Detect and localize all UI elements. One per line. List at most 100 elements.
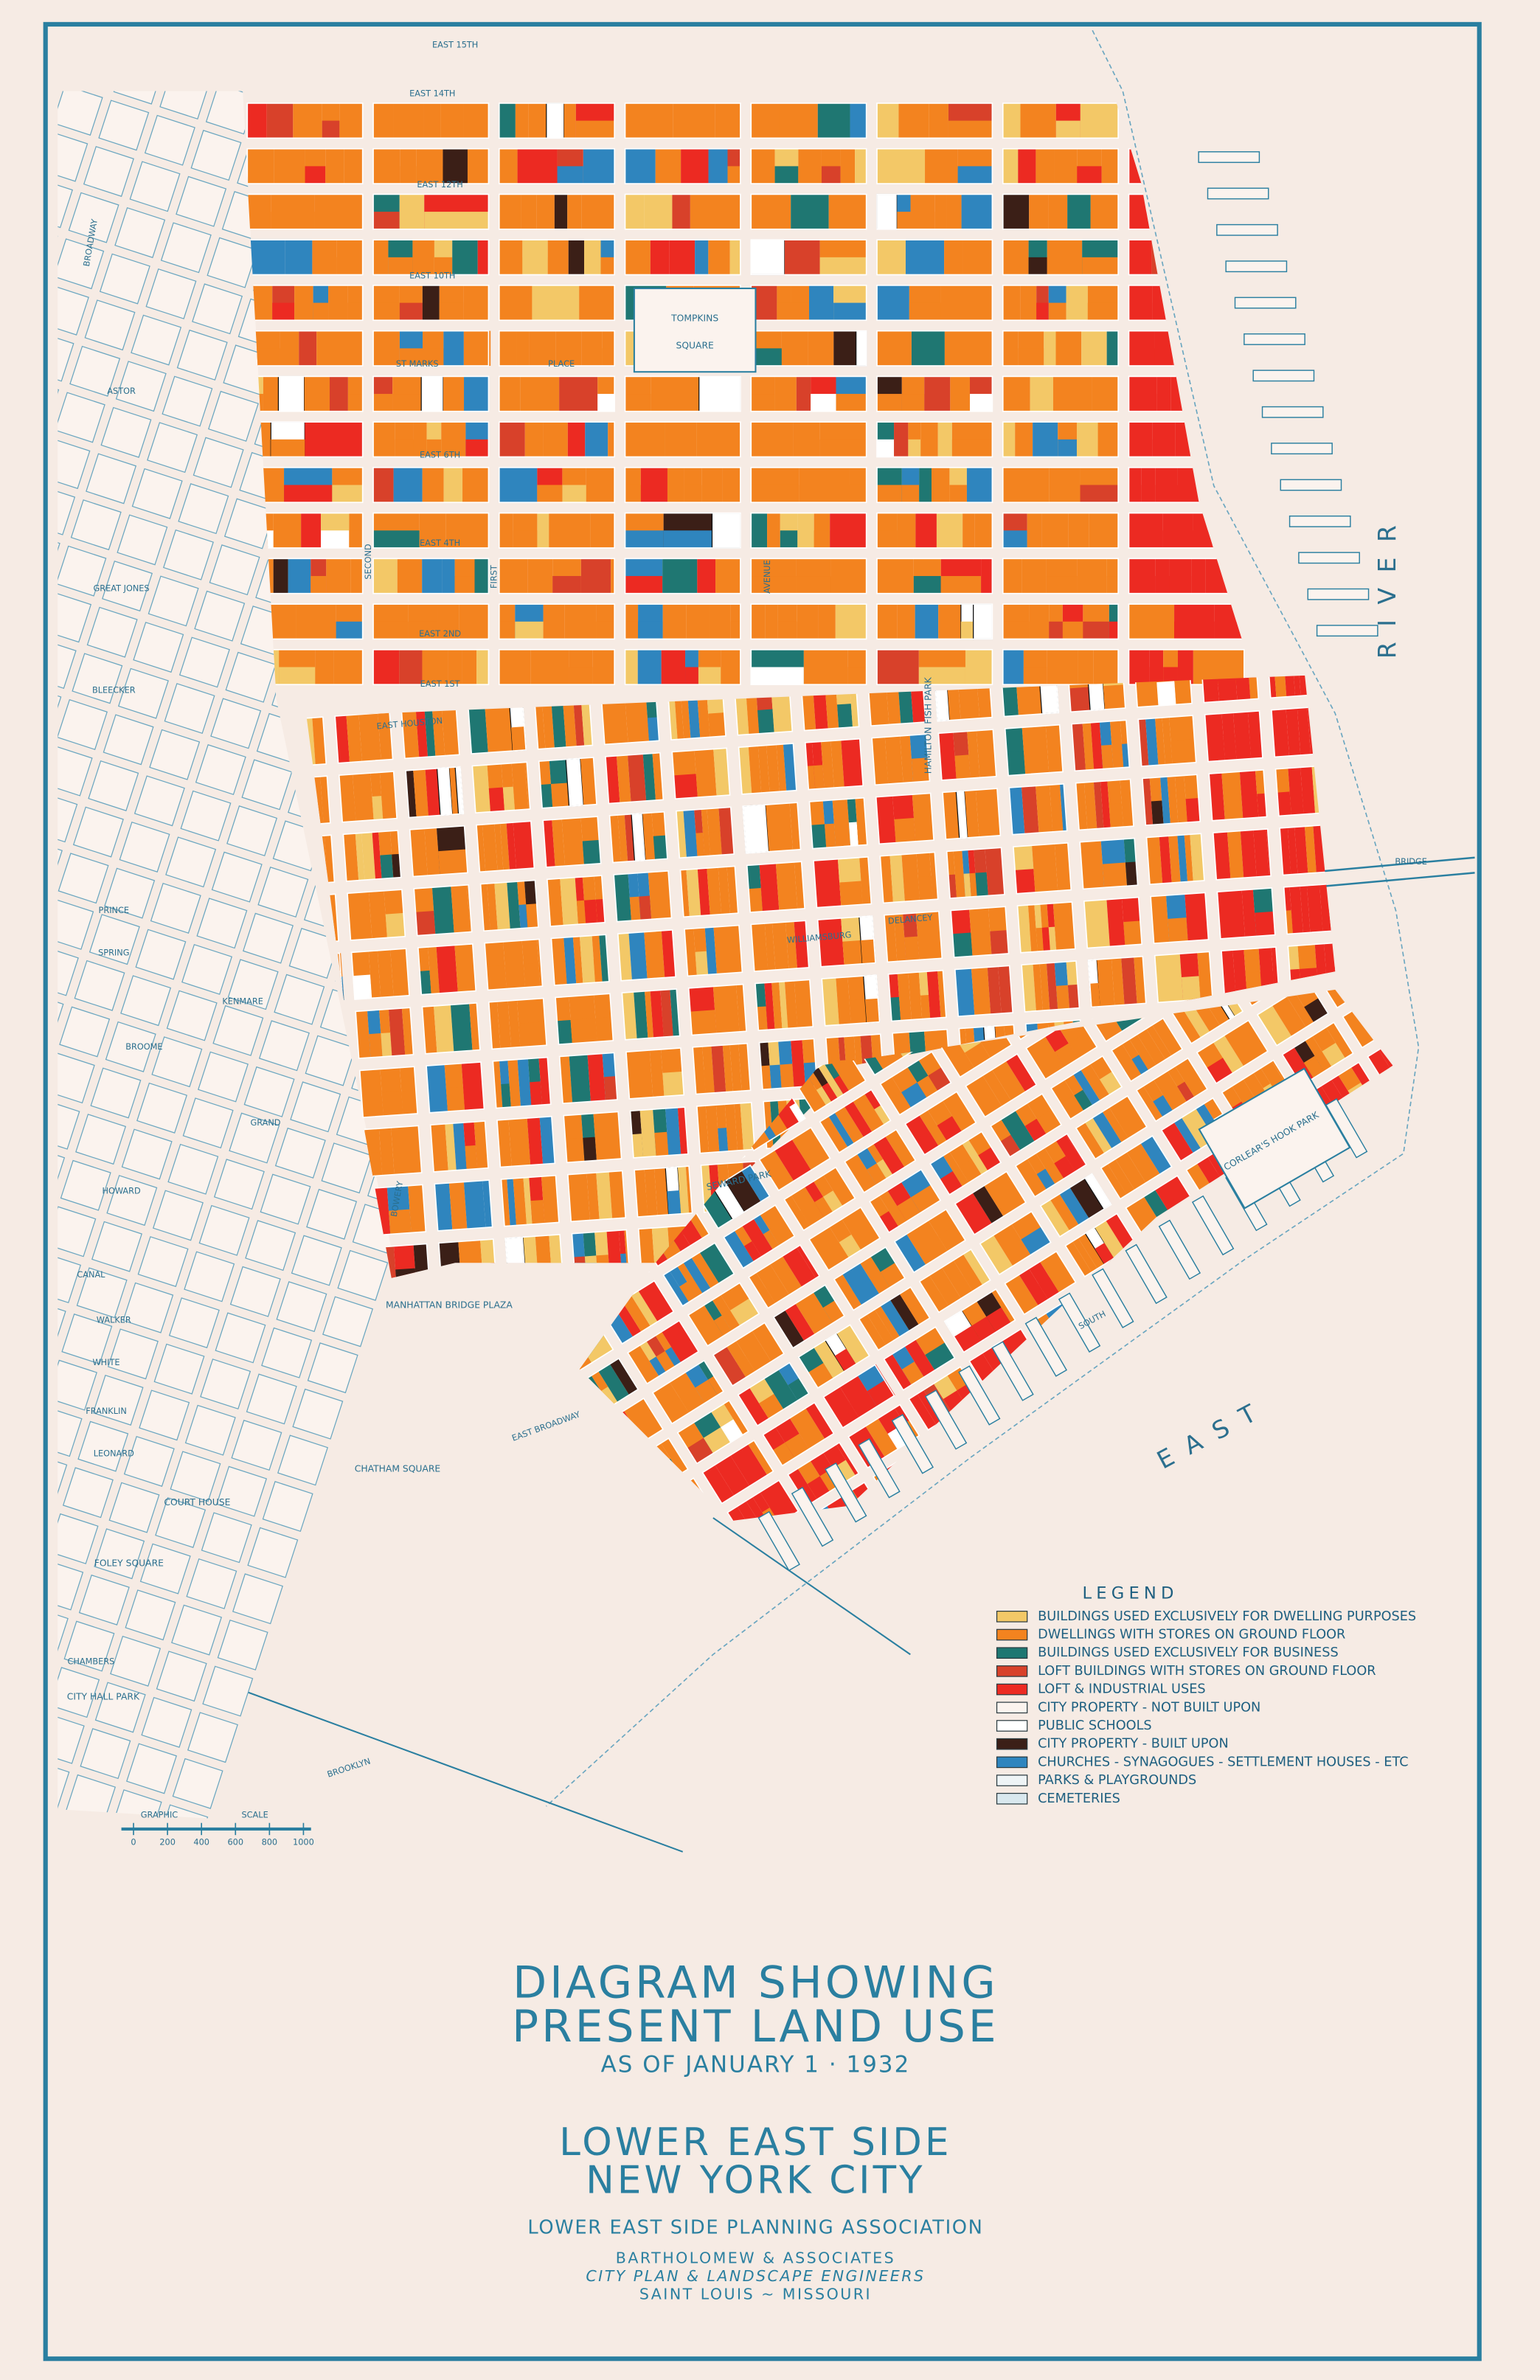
city-block bbox=[92, 1375, 144, 1426]
lot bbox=[877, 103, 899, 139]
lot bbox=[796, 1245, 820, 1279]
lot bbox=[959, 1159, 982, 1183]
lot bbox=[877, 649, 919, 685]
lot bbox=[592, 649, 615, 685]
lot bbox=[459, 604, 489, 639]
lot bbox=[527, 1117, 544, 1165]
street-label: CHAMBERS bbox=[68, 1657, 115, 1667]
city-block bbox=[58, 1759, 70, 1811]
lot bbox=[625, 422, 665, 457]
lot bbox=[581, 330, 603, 366]
lot bbox=[760, 1065, 771, 1090]
lot bbox=[990, 930, 1009, 955]
lot bbox=[472, 765, 491, 813]
lot bbox=[550, 783, 569, 808]
block-outline bbox=[750, 603, 867, 640]
lot bbox=[650, 990, 664, 1038]
lot bbox=[817, 103, 850, 139]
lot bbox=[880, 855, 893, 903]
title-date: AS OF JANUARY 1 · 1932 bbox=[601, 2051, 911, 2078]
lot bbox=[1032, 844, 1058, 892]
lot bbox=[1174, 775, 1187, 823]
lot bbox=[1068, 1031, 1097, 1059]
lot bbox=[967, 730, 980, 779]
lot bbox=[834, 1106, 864, 1144]
lot bbox=[523, 962, 541, 988]
legend-label: BUILDINGS USED EXCLUSIVELY FOR BUSINESS bbox=[1038, 1645, 1339, 1660]
lot bbox=[686, 604, 710, 639]
lot bbox=[628, 754, 647, 802]
block-outline bbox=[750, 239, 867, 276]
lot bbox=[877, 604, 898, 639]
lot bbox=[789, 1408, 825, 1449]
legend-swatch bbox=[996, 1610, 1028, 1623]
legend: LEGEND BUILDINGS USED EXCLUSIVELY FOR DW… bbox=[996, 1583, 1416, 1806]
lot bbox=[431, 886, 454, 934]
lot bbox=[840, 148, 856, 184]
block-outline bbox=[876, 649, 993, 685]
lot bbox=[521, 194, 537, 229]
lot bbox=[532, 285, 580, 321]
lot bbox=[515, 103, 529, 139]
lot bbox=[1009, 786, 1025, 835]
lot bbox=[796, 376, 811, 412]
city-block bbox=[58, 438, 91, 490]
lot bbox=[434, 257, 453, 275]
lot bbox=[971, 1316, 996, 1342]
city-block bbox=[114, 207, 166, 258]
lot bbox=[975, 872, 988, 897]
pier bbox=[1316, 625, 1378, 637]
lot bbox=[684, 485, 702, 503]
lot bbox=[849, 1391, 878, 1418]
lot bbox=[910, 1184, 941, 1213]
lot bbox=[966, 467, 993, 503]
city-block bbox=[181, 943, 233, 995]
block-outline bbox=[943, 1288, 1016, 1353]
lot bbox=[1015, 869, 1036, 894]
block-outline bbox=[758, 1038, 818, 1091]
city-block bbox=[170, 1451, 221, 1502]
block-outline bbox=[358, 1066, 418, 1118]
lot bbox=[751, 194, 791, 229]
lot bbox=[582, 839, 601, 865]
block-outline bbox=[989, 1092, 1063, 1158]
block-outline bbox=[347, 889, 406, 941]
lot bbox=[865, 1418, 898, 1457]
lot bbox=[373, 621, 409, 639]
lot bbox=[894, 422, 909, 457]
block-outline bbox=[946, 847, 1005, 899]
pier bbox=[1024, 1316, 1068, 1377]
lot bbox=[944, 330, 993, 366]
lot bbox=[962, 513, 975, 548]
lot bbox=[426, 439, 442, 457]
block-outline bbox=[1283, 882, 1336, 935]
lot bbox=[1151, 800, 1164, 825]
block-outline bbox=[1071, 719, 1131, 772]
city-block bbox=[150, 882, 201, 934]
lot bbox=[389, 1209, 412, 1235]
lot bbox=[474, 558, 489, 594]
lot bbox=[777, 302, 791, 321]
lot bbox=[397, 558, 423, 594]
lot bbox=[349, 530, 363, 548]
lot bbox=[373, 649, 400, 685]
lot bbox=[897, 212, 911, 229]
city-block bbox=[290, 1081, 341, 1133]
lot bbox=[963, 873, 971, 898]
lot bbox=[1041, 513, 1069, 548]
city-block bbox=[58, 131, 89, 182]
lot bbox=[1172, 1007, 1201, 1044]
lot bbox=[785, 1303, 815, 1342]
lot bbox=[638, 1280, 674, 1322]
lot bbox=[1128, 394, 1157, 412]
city-block bbox=[160, 222, 212, 274]
block-outline bbox=[629, 1106, 689, 1159]
street-label: EAST 15TH bbox=[432, 41, 478, 50]
lot bbox=[949, 485, 967, 503]
lot bbox=[422, 558, 443, 594]
block-outline bbox=[476, 820, 535, 873]
lot bbox=[695, 951, 709, 976]
block-outline bbox=[479, 879, 539, 932]
lot bbox=[581, 1333, 614, 1363]
